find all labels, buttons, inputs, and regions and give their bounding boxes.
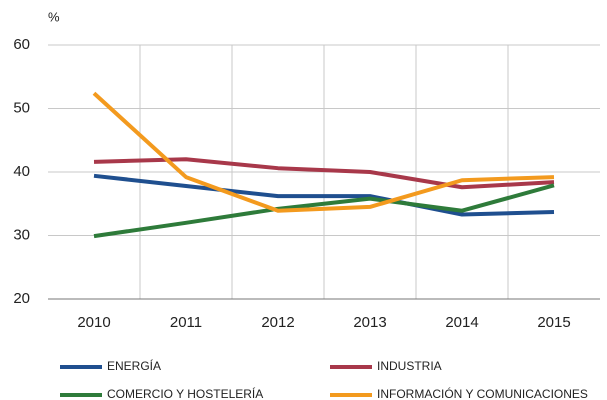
y-tick-label: 60 [13, 36, 30, 53]
legend-label: COMERCIO Y HOSTELERÍA [107, 386, 263, 400]
line-series [92, 91, 555, 213]
y-tick-label: 30 [13, 226, 30, 243]
x-tick-label: 2010 [77, 314, 110, 331]
legend-label: ENERGÍA [107, 358, 161, 373]
x-tick-label: 2011 [170, 314, 202, 331]
legend-label: INDUSTRIA [377, 359, 442, 373]
line-series [93, 183, 555, 239]
legend-label: INFORMACIÓN Y COMUNICACIONES [377, 386, 588, 400]
y-unit: % [48, 9, 60, 24]
x-tick-label: 2012 [261, 314, 294, 331]
line-series [93, 173, 555, 217]
x-tick-label: 2015 [537, 314, 570, 331]
y-tick-label: 50 [13, 99, 30, 116]
y-tick-label: 40 [13, 163, 30, 180]
y-tick-label: 20 [13, 290, 30, 307]
x-tick-label: 2014 [445, 314, 478, 331]
line-series [93, 157, 555, 190]
x-tick-label: 2013 [353, 314, 386, 331]
